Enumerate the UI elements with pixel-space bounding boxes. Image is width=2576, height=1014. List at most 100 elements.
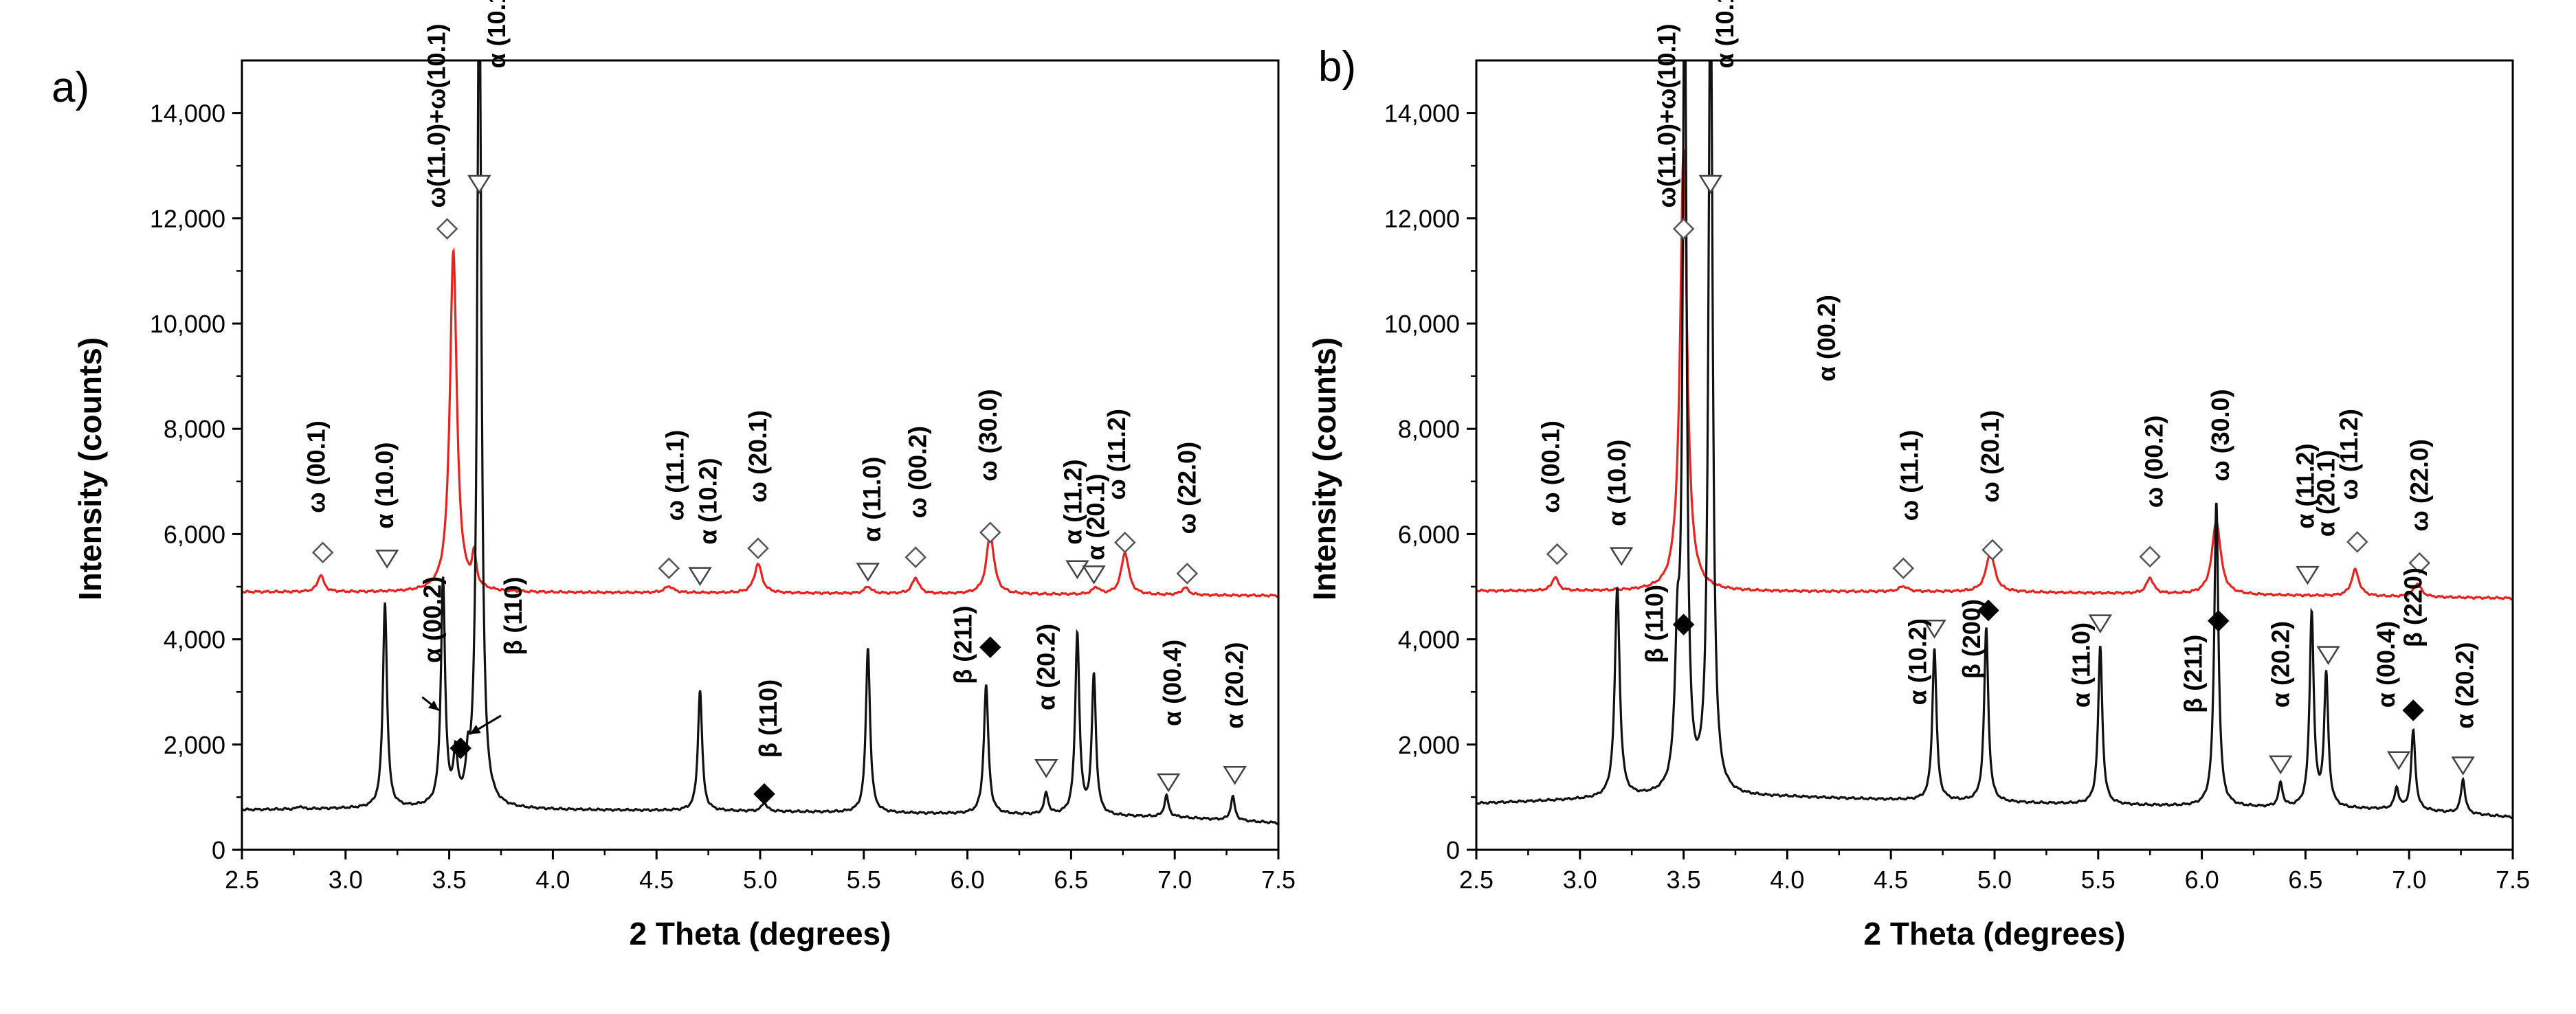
x-tick-label: 2.5	[1459, 866, 1494, 894]
beta-phase-marker	[979, 636, 1001, 658]
x-tick-label: 6.5	[1054, 866, 1088, 894]
alpha-phase-marker	[2268, 755, 2293, 775]
peak-annotation: α (20.2)	[2451, 642, 2479, 729]
x-tick-label: 7.0	[1157, 866, 1192, 894]
y-tick-label: 0	[212, 836, 225, 864]
peak-annotation: β (220)	[2399, 567, 2427, 647]
y-tick-label: 2,000	[1398, 731, 1460, 759]
peak-annotation: α (11.2)	[2291, 444, 2319, 529]
peak-annotation: β (110)	[754, 679, 782, 758]
peak-annotation: α (11.0)	[858, 457, 886, 542]
y-tick-label: 8,000	[164, 415, 225, 443]
peak-annotation: β (200)	[1957, 599, 1986, 679]
peak-annotation: α (20.2)	[2266, 621, 2294, 708]
alpha-phase-marker	[1698, 174, 1723, 194]
omega-phase-marker	[904, 546, 926, 568]
peak-annotation: ω (11.2)	[1102, 409, 1131, 499]
y-tick-label: 6,000	[1398, 520, 1460, 548]
peak-annotation: ω (22.0)	[2405, 439, 2433, 531]
x-tick-label: 4.5	[1874, 866, 1908, 894]
y-tick-label: 10,000	[1384, 310, 1460, 338]
omega-phase-marker	[1981, 539, 2003, 561]
peak-annotation: ω (20.1)	[1976, 410, 2004, 502]
peak-annotation: ω (22.0)	[1173, 442, 1201, 534]
y-tick-label: 14,000	[1384, 100, 1460, 128]
x-tick-label: 4.5	[639, 866, 674, 894]
series-line-red	[242, 247, 1278, 598]
x-tick-label: 3.5	[1667, 866, 1701, 894]
alpha-phase-marker	[1156, 773, 1181, 793]
beta-phase-marker	[1977, 599, 1999, 622]
x-tick-label: 3.0	[329, 866, 363, 894]
y-tick-label: 6,000	[164, 520, 225, 548]
peak-annotation: ω(11.0)+ω(10.1)	[1653, 24, 1681, 208]
panel-b: 2.5 3.0 3.5 4.0 4.5 5.0 5.5 6.0 6.5 7.0 7.5 0 2,000 4…	[1307, 0, 2530, 951]
series-line-black	[242, 60, 1278, 825]
peak-annotation: ω (00.2)	[2140, 416, 2168, 508]
peak-annotation: ω(11.0)+ω(10.1)	[423, 24, 451, 208]
peak-annotation: β (211)	[2179, 635, 2208, 713]
series-line-black	[1476, 60, 2513, 820]
peak-annotation: ω (11.2)	[2335, 409, 2363, 499]
y-tick-label: 4,000	[1398, 626, 1460, 654]
series-line-red	[1476, 149, 2513, 600]
omega-phase-marker	[1672, 218, 1695, 240]
x-tick-label: 3.0	[1563, 866, 1597, 894]
omega-phase-marker	[2346, 531, 2368, 553]
x-tick-label: 5.0	[743, 866, 777, 894]
omega-phase-marker	[1546, 543, 1568, 565]
peak-annotation: ω (00.1)	[1537, 420, 1565, 512]
alpha-phase-marker	[688, 567, 712, 587]
alpha-phase-marker	[375, 550, 399, 569]
omega-phase-marker	[979, 521, 1001, 543]
peak-annotation: α (00.4)	[2372, 621, 2400, 708]
peak-annotation: ω (00.2)	[903, 426, 931, 518]
x-tick-label: 7.0	[2392, 866, 2426, 894]
y-tick-label: 14,000	[150, 100, 225, 128]
peak-annotation: α (11.2)	[1058, 460, 1087, 545]
y-axis-title: Intensity (counts)	[1307, 337, 1342, 600]
y-tick-label: 12,000	[1384, 205, 1460, 233]
beta-phase-marker	[2207, 610, 2230, 632]
alpha-phase-marker	[1034, 759, 1058, 778]
peak-annotation: ω (11.1)	[660, 430, 689, 521]
x-tick-label: 6.0	[2185, 866, 2219, 894]
x-tick-label: 6.5	[2288, 866, 2322, 894]
alpha-phase-marker	[2386, 751, 2411, 771]
peak-annotation: α (10.0)	[1603, 440, 1631, 526]
beta-phase-marker	[1672, 613, 1695, 635]
peak-annotation: β (110)	[499, 577, 527, 655]
omega-phase-marker	[2139, 545, 2161, 568]
peak-annotation: α (20.2)	[1032, 624, 1060, 710]
x-axis-title: 2 Theta (degrees)	[1864, 916, 2126, 951]
annotation-arrow-head	[469, 725, 481, 734]
peak-annotation: α (20.2)	[1221, 642, 1249, 729]
peak-annotation: ω (30.0)	[974, 389, 1002, 481]
y-tick-label: 10,000	[150, 310, 225, 338]
x-tick-label: 5.5	[847, 866, 881, 894]
beta-phase-marker	[449, 737, 471, 759]
alpha-phase-marker	[1082, 565, 1106, 585]
peak-annotation: α (00.4)	[1158, 640, 1186, 726]
alpha-phase-marker	[1922, 620, 1946, 639]
peak-annotation: α (20.1)	[1082, 474, 1110, 561]
peak-annotation: α (10.2)	[694, 458, 722, 545]
panel-label: a)	[52, 64, 89, 111]
omega-phase-marker	[2408, 552, 2431, 574]
x-axis-title: 2 Theta (degrees)	[630, 916, 891, 951]
alpha-phase-marker	[1223, 765, 1247, 785]
omega-phase-marker	[1892, 557, 1915, 579]
x-tick-label: 6.0	[951, 866, 985, 894]
annotation-arrow-head	[428, 700, 439, 711]
x-tick-label: 4.0	[1770, 866, 1804, 894]
peak-annotation: α (00.2)	[1812, 295, 1841, 381]
peak-annotation: α (10.0)	[370, 442, 399, 529]
peak-annotation: α (00.2)	[419, 576, 447, 663]
alpha-phase-marker	[2296, 565, 2320, 585]
y-tick-label: 2,000	[164, 731, 225, 759]
panel-a: 2.5 3.0 3.5 4.0 4.5 5.0 5.5 6.0 6.5 7.0 7.5 0 2,000 4…	[52, 0, 1296, 951]
alpha-phase-marker	[856, 563, 880, 582]
peak-annotation: ω (30.0)	[2206, 389, 2234, 481]
x-tick-label: 7.5	[2496, 866, 2530, 894]
